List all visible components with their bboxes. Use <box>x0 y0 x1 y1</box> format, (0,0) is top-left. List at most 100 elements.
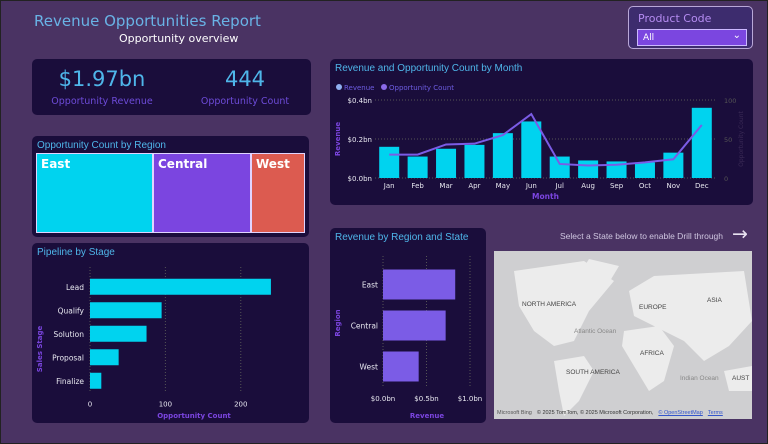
region-revenue-chart: $0.0bn $0.5bn $1.0bn East Central West Region R… <box>334 256 482 420</box>
category-label: Qualify <box>58 306 85 315</box>
category-label: Lead <box>66 283 84 292</box>
treemap-east[interactable]: East <box>36 153 153 233</box>
bar-west <box>383 351 419 382</box>
map-label: AFRICA <box>640 350 664 357</box>
world-landmass <box>514 259 752 416</box>
x-axis-title: Revenue <box>410 412 444 420</box>
y2-tick: 0 <box>724 175 728 183</box>
category-label: Proposal <box>52 353 84 362</box>
bar-mar <box>436 148 457 178</box>
y2-axis-title: Opportunity Count <box>738 110 745 166</box>
report-title: Revenue Opportunities Report <box>34 12 261 30</box>
legend-revenue-marker <box>336 84 342 90</box>
x-tick: Mar <box>439 182 452 190</box>
map-label: NORTH AMERICA <box>522 301 577 308</box>
bar-nov <box>663 152 684 178</box>
pipeline-panel: Pipeline by Stage 0 100 200 Lead Qualify Solu… <box>32 243 309 423</box>
category-label: West <box>360 363 378 372</box>
region-revenue-title: Revenue by Region and State <box>335 232 469 243</box>
x-axis-title: Month <box>532 192 559 201</box>
opportunity-revenue-label: Opportunity Revenue <box>51 96 153 107</box>
y-tick: $0.0bn <box>348 175 372 183</box>
bar-dec <box>691 107 712 178</box>
y-tick: $0.4bn <box>348 97 372 105</box>
month-chart-panel: Revenue and Opportunity Count by Month R… <box>330 59 753 205</box>
legend-count-marker <box>381 84 387 90</box>
bar-apr <box>464 144 485 178</box>
bar-proposal <box>90 349 119 366</box>
bar-jun <box>521 121 542 178</box>
y-axis-title: Region <box>334 309 342 336</box>
product-code-slicer[interactable]: Product Code All ⌄ <box>628 6 753 49</box>
x-tick: 200 <box>234 401 247 409</box>
pipeline-chart: 0 100 200 Lead Qualify Solution Proposal Finali… <box>36 267 271 420</box>
treemap-title: Opportunity Count by Region <box>37 140 166 151</box>
opportunity-revenue-value: $1.97bn <box>58 67 146 91</box>
legend-count: Opportunity Count <box>389 84 454 92</box>
product-code-dropdown[interactable]: All ⌄ <box>637 29 747 46</box>
arrow-right-icon[interactable]: → <box>732 223 748 245</box>
category-label: Finalize <box>56 377 84 386</box>
x-tick: $0.5bn <box>414 395 438 403</box>
terms-link[interactable]: Terms <box>707 410 723 416</box>
map-label: Indian Ocean <box>680 375 719 382</box>
x-tick: Oct <box>639 182 651 190</box>
x-axis-title: Opportunity Count <box>157 412 231 420</box>
y2-tick: 100 <box>724 97 736 105</box>
y-tick: $0.2bn <box>348 136 372 144</box>
bar-lead <box>90 278 271 295</box>
x-tick: Dec <box>695 182 709 190</box>
category-label: Central <box>351 322 378 331</box>
map-footer: Microsoft Bing © 2025 TomTom, © 2025 Mic… <box>497 410 749 416</box>
bar-oct <box>634 162 655 178</box>
drill-through-hint: Select a State below to enable Drill thr… <box>559 231 723 241</box>
treemap-panel: Opportunity Count by Region East Central… <box>32 136 309 237</box>
x-tick: Apr <box>468 182 480 190</box>
chevron-down-icon: ⌄ <box>732 30 741 41</box>
map-label: AUST <box>732 375 750 382</box>
y-axis-title: Sales Stage <box>36 326 44 373</box>
x-tick: 0 <box>88 401 92 409</box>
x-tick: Jul <box>554 182 564 190</box>
x-tick: May <box>496 182 510 190</box>
dropdown-value: All <box>643 33 655 43</box>
osm-link[interactable]: © OpenStreetMap <box>658 410 703 416</box>
x-tick: Jun <box>525 182 537 190</box>
bar-solution <box>90 325 147 342</box>
bing-logo: Microsoft Bing <box>497 410 532 416</box>
kpi-card: $1.97bn Opportunity Revenue 444 Opportun… <box>32 59 311 115</box>
y2-tick: 50 <box>724 136 732 144</box>
month-chart: Revenue Opportunity Count $0.0bn 0 $0.2bn 50 $… <box>334 84 745 201</box>
map-visual[interactable]: NORTH AMERICA EUROPE ASIA Atlantic Ocean… <box>494 251 752 419</box>
x-tick: $1.0bn <box>458 395 482 403</box>
bar-qualify <box>90 302 162 319</box>
bar-jan <box>379 146 400 178</box>
map-label: EUROPE <box>639 304 667 311</box>
bar-east <box>383 269 456 300</box>
legend-revenue: Revenue <box>344 84 375 92</box>
opportunity-count-value: 444 <box>224 67 266 91</box>
treemap-west[interactable]: West <box>251 153 305 233</box>
report-subtitle: Opportunity overview <box>119 32 239 45</box>
x-tick: Aug <box>581 182 595 190</box>
x-tick: $0.0bn <box>371 395 395 403</box>
bar-finalize <box>90 372 102 389</box>
category-label: East <box>362 281 378 290</box>
bar-aug <box>578 160 599 178</box>
bar-central <box>383 310 446 341</box>
slicer-label: Product Code <box>638 12 712 25</box>
bar-jul <box>549 156 570 178</box>
x-tick: Nov <box>667 182 681 190</box>
map-label: ASIA <box>707 297 722 304</box>
map-label: SOUTH AMERICA <box>566 369 620 376</box>
x-tick: 100 <box>159 401 172 409</box>
category-label: Solution <box>53 330 84 339</box>
opportunity-count-label: Opportunity Count <box>200 96 290 107</box>
x-tick: Sep <box>610 182 624 190</box>
bar-may <box>492 133 513 178</box>
treemap-central[interactable]: Central <box>153 153 251 233</box>
y-axis-title: Revenue <box>334 122 342 156</box>
x-tick: Jan <box>383 182 395 190</box>
map-label: Atlantic Ocean <box>574 328 617 335</box>
bar-feb <box>407 156 428 178</box>
